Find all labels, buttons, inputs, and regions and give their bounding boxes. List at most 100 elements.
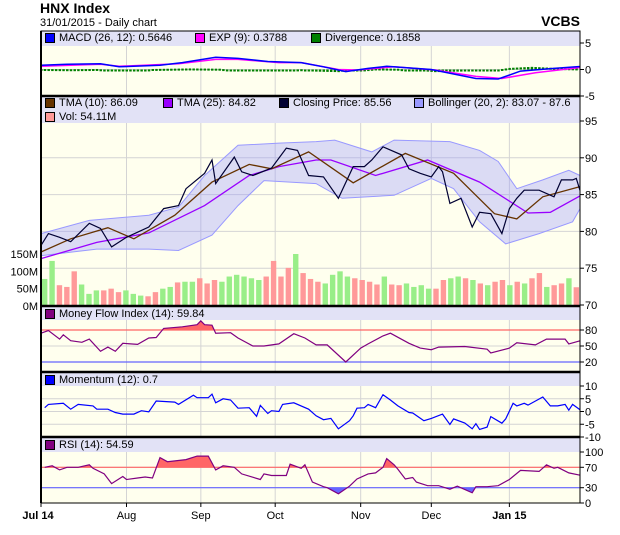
divergence-bar bbox=[144, 69, 147, 72]
momentum-swatch-icon bbox=[45, 375, 55, 385]
divergence-bar bbox=[541, 67, 545, 70]
volume-bar bbox=[233, 274, 240, 306]
divergence-bar bbox=[363, 69, 366, 72]
volume-bar bbox=[477, 283, 484, 306]
divergence-bar bbox=[129, 69, 132, 72]
divergence-bar bbox=[367, 69, 370, 72]
volume-bar bbox=[93, 290, 100, 306]
divergence-bar bbox=[556, 67, 560, 70]
divergence-bar bbox=[177, 68, 181, 71]
divergence-bar bbox=[162, 68, 166, 71]
divergence-bar bbox=[512, 67, 515, 70]
momentum-tick-label: 5 bbox=[585, 394, 591, 406]
volume-bar bbox=[470, 280, 476, 306]
volume-bar bbox=[418, 285, 424, 306]
legend-divergence: Divergence: 0.1858 bbox=[311, 32, 420, 44]
divergence-bar bbox=[530, 66, 534, 70]
divergence-bar bbox=[248, 69, 251, 72]
divergence-bar bbox=[69, 69, 73, 72]
price-tick-label: 75 bbox=[585, 263, 597, 275]
divergence-bar bbox=[467, 69, 470, 72]
legend-tma25-label: TMA (25): 84.82 bbox=[177, 97, 256, 109]
divergence-bar bbox=[318, 69, 322, 72]
divergence-bar bbox=[54, 69, 58, 72]
volume-bar bbox=[573, 287, 579, 306]
divergence-bar bbox=[322, 69, 326, 72]
divergence-bar bbox=[445, 69, 448, 72]
divergence-bar bbox=[225, 69, 229, 72]
price-tick-label: 95 bbox=[585, 116, 597, 128]
divergence-bar bbox=[285, 69, 288, 72]
divergence-bar bbox=[244, 69, 247, 72]
divergence-bar bbox=[222, 69, 225, 72]
divergence-bar bbox=[378, 68, 381, 71]
legend-close-label: Closing Price: 85.56 bbox=[293, 97, 392, 109]
divergence-bar bbox=[214, 68, 218, 71]
x-tick-label: Oct bbox=[267, 510, 284, 522]
divergence-bar bbox=[463, 69, 467, 72]
divergence-bar bbox=[251, 69, 255, 72]
divergence-bar bbox=[121, 69, 125, 72]
divergence-bar bbox=[173, 68, 177, 71]
legend-divergence-label: Divergence: 0.1858 bbox=[325, 32, 421, 44]
divergence-bar bbox=[58, 69, 62, 72]
divergence-bar bbox=[140, 69, 143, 72]
momentum-line bbox=[44, 393, 581, 431]
volume-bar bbox=[101, 290, 107, 306]
divergence-bar bbox=[62, 69, 65, 72]
momentum-tick-label: 0 bbox=[585, 407, 591, 419]
divergence-bar bbox=[51, 69, 54, 72]
volume-bar bbox=[145, 296, 151, 306]
divergence-bar bbox=[218, 68, 221, 71]
divergence-bar bbox=[188, 68, 192, 71]
macd-legend-band bbox=[41, 31, 580, 46]
rsi-tick-label: 100 bbox=[585, 447, 603, 459]
divergence-bar bbox=[106, 69, 110, 72]
legend-tma25: TMA (25): 84.82 bbox=[163, 97, 256, 109]
volume-bar bbox=[204, 283, 210, 306]
divergence-bar bbox=[307, 69, 311, 72]
tma25-swatch-icon bbox=[163, 98, 173, 108]
legend-rsi: RSI (14): 54.59 bbox=[45, 439, 134, 451]
divergence-bar bbox=[448, 69, 452, 72]
volume-bar bbox=[536, 273, 543, 306]
volume-bar bbox=[137, 295, 144, 306]
divergence-bar bbox=[132, 69, 136, 72]
volume-bar bbox=[211, 280, 218, 306]
mfi-tick-label: 80 bbox=[585, 325, 597, 337]
volume-bar bbox=[366, 281, 373, 306]
divergence-bar bbox=[515, 67, 519, 70]
x-tick-label: Dec bbox=[422, 510, 442, 522]
x-tick-label: Nov bbox=[351, 510, 371, 522]
legend-macd-label: MACD (26, 12): 0.5646 bbox=[59, 32, 173, 44]
legend-close: Closing Price: 85.56 bbox=[279, 97, 391, 109]
volume-bar bbox=[78, 284, 85, 306]
volume-bar bbox=[226, 276, 232, 306]
volume-bar bbox=[448, 278, 454, 306]
momentum-legend-band bbox=[41, 372, 580, 386]
divergence-bar bbox=[523, 67, 526, 70]
divergence-bar bbox=[147, 69, 151, 72]
macd-tick-label: -5 bbox=[585, 91, 595, 103]
divergence-bar bbox=[281, 69, 285, 72]
volume-bar bbox=[521, 283, 528, 306]
legend-mfi-label: Money Flow Index (14): 59.84 bbox=[59, 308, 205, 320]
volume-bar bbox=[440, 280, 447, 306]
close-swatch-icon bbox=[279, 98, 289, 108]
x-tick-label: Jan 15 bbox=[492, 510, 526, 522]
volume-bar bbox=[49, 260, 55, 306]
divergence-bar bbox=[118, 69, 121, 72]
volume-bar bbox=[529, 278, 535, 306]
price-tick-label: 90 bbox=[585, 153, 597, 165]
volume-bar bbox=[278, 276, 284, 306]
rsi-tick-label: 0 bbox=[585, 498, 591, 510]
volume-bar bbox=[374, 284, 380, 306]
volume-bar bbox=[197, 278, 203, 306]
divergence-bar bbox=[482, 69, 485, 72]
legend-vol: Vol: 54.11M bbox=[45, 111, 116, 123]
volume-bar bbox=[263, 276, 269, 306]
chart-title: HNX Index bbox=[40, 0, 111, 16]
volume-bar bbox=[123, 290, 129, 306]
divergence-bar bbox=[478, 69, 482, 72]
divergence-bar bbox=[158, 68, 162, 71]
